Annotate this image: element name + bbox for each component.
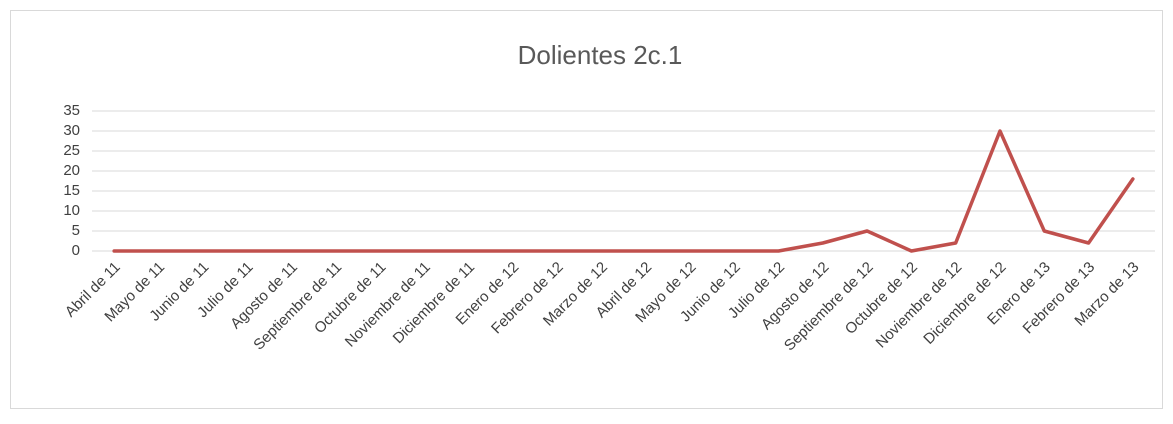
chart-border [10, 10, 1163, 409]
y-tick-label: 15 [63, 182, 80, 199]
y-tick-label: 10 [63, 202, 80, 219]
y-tick-label: 30 [63, 122, 80, 139]
y-tick-label: 5 [72, 222, 80, 239]
data-line [112, 129, 1135, 253]
chart-title: Dolientes 2c.1 [518, 40, 683, 70]
y-tick-label: 0 [72, 242, 80, 259]
y-tick-label: 25 [63, 142, 80, 159]
y-tick-label: 35 [63, 102, 80, 119]
y-tick-label: 20 [63, 162, 80, 179]
